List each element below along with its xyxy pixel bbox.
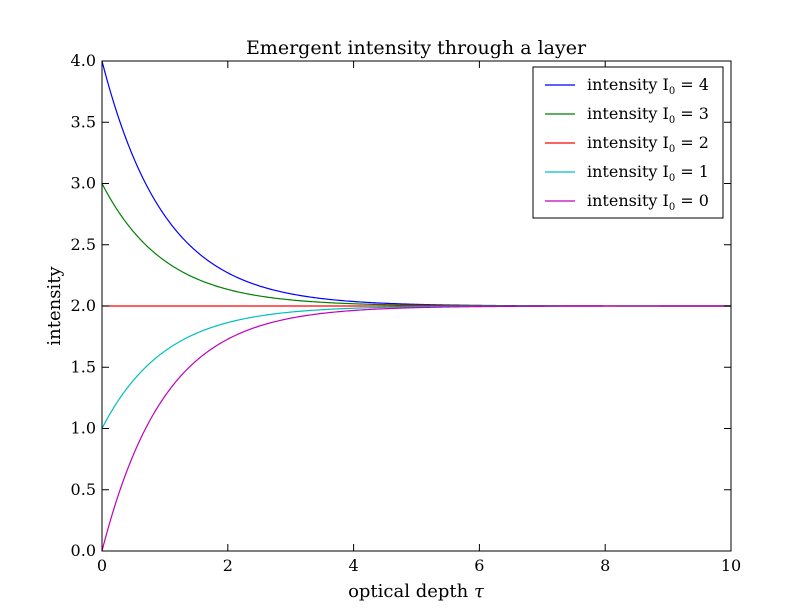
x-tick-label: 10: [721, 556, 741, 575]
axis-ticks: 0 2 4 6 8 10 0.0 0.5 1.0 1.5 2.0 2.5 3.0 3.5 4.0: [71, 51, 742, 575]
legend-entry-label: intensity I0 = 3: [587, 104, 709, 126]
y-tick-label: 3.0: [71, 174, 96, 193]
x-axis-label: optical depth τ: [348, 581, 485, 602]
legend: intensity I0 = 4 intensity I0 = 3 intensit…: [532, 66, 724, 219]
y-tick-label: 1.5: [71, 357, 96, 376]
x-tick-label: 4: [349, 556, 359, 575]
y-axis-label: intensity: [44, 266, 65, 346]
x-tick-label: 8: [600, 556, 610, 575]
plot-lines: [101, 60, 731, 552]
y-tick-label: 2.5: [71, 235, 96, 254]
legend-entry-label: intensity I0 = 0: [587, 191, 709, 213]
y-tick-label: 2.0: [71, 296, 96, 315]
legend-entry-label: intensity I0 = 2: [587, 133, 709, 155]
legend-entry-label: intensity I0 = 4: [587, 75, 709, 97]
legend-entry-label: intensity I0 = 1: [587, 162, 709, 184]
x-tick-label: 6: [474, 556, 484, 575]
series-line-1: [101, 305, 731, 429]
y-tick-label: 3.5: [71, 112, 96, 131]
series-line-0: [101, 305, 731, 552]
x-axis-label-text: optical depth: [348, 581, 469, 602]
x-tick-label: 2: [223, 556, 233, 575]
y-tick-label: 4.0: [71, 51, 96, 70]
x-tick-label: 0: [97, 556, 107, 575]
y-tick-label: 0.5: [71, 480, 96, 499]
y-tick-label: 1.0: [71, 419, 96, 438]
x-axis-label-symbol: τ: [474, 581, 485, 602]
y-tick-label: 0.0: [71, 541, 96, 560]
chart-title: Emergent intensity through a layer: [246, 37, 587, 59]
